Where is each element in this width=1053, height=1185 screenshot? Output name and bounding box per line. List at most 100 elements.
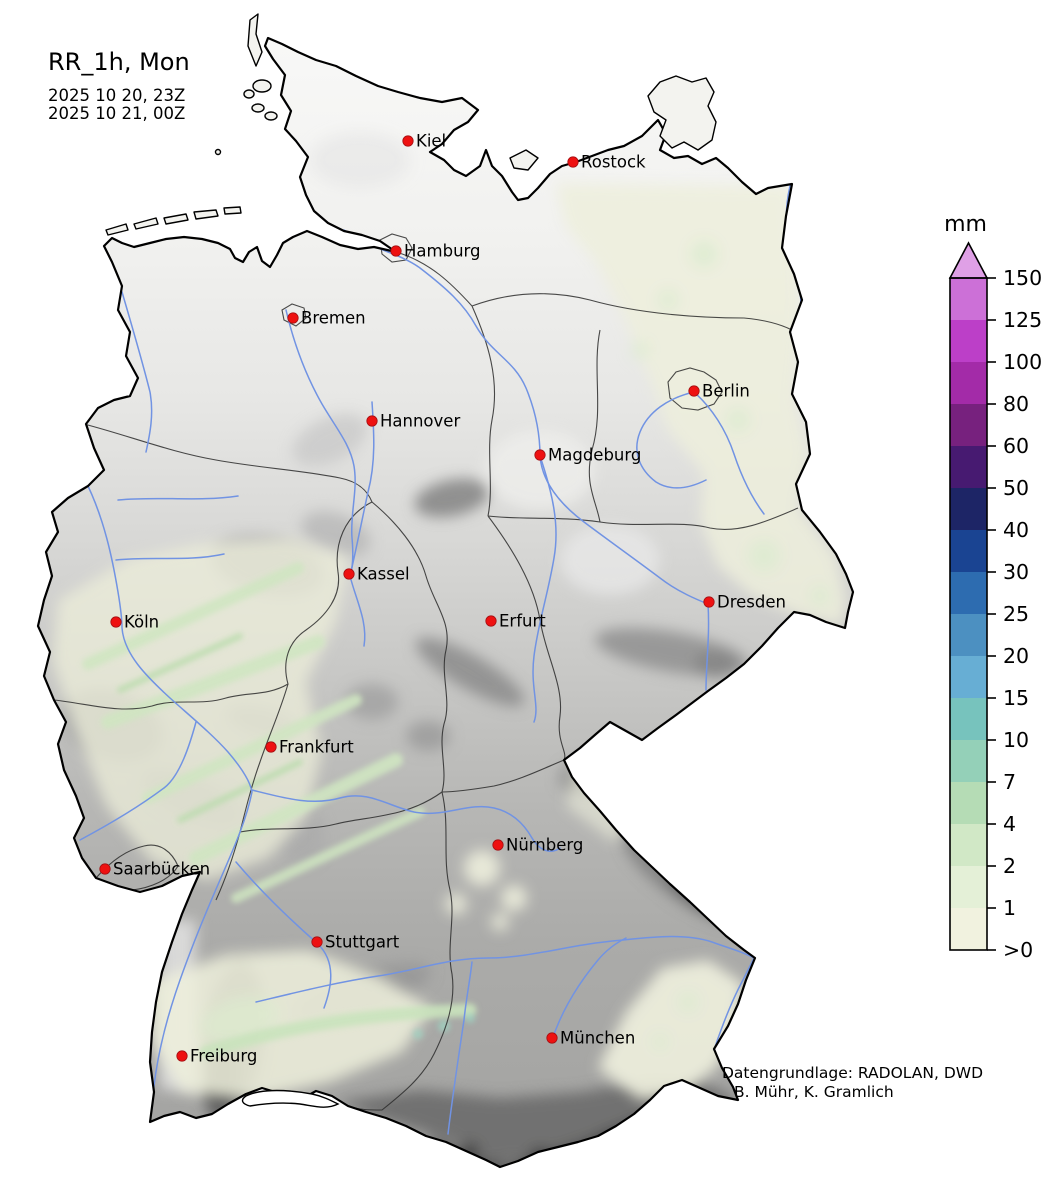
city-dot-Kassel [343,568,355,580]
city-dot-Stuttgart [311,936,323,948]
river-saale [532,455,557,723]
colorbar-segment [950,656,987,698]
city-dot-Freiburg [176,1050,188,1062]
colorbar-segment [950,572,987,614]
colorbar-segment [950,530,987,572]
colorbar-segment [950,278,987,320]
river-lech [447,961,473,1135]
river-lippe [117,495,239,501]
river-danube [255,935,755,1003]
city-label: Stuttgart [325,933,400,952]
colorbar-segment [950,614,987,656]
precipitation-layer [52,184,846,1100]
colorbar-tick-label: 40 [1003,518,1029,542]
city-label: Erfurt [499,612,546,631]
river-ems [121,291,153,453]
colorbar-segment [950,782,987,824]
colorbar-segment [950,698,987,740]
city-label: München [560,1029,635,1048]
city-dot-Dresden [703,596,715,608]
colorbar: >0 1 2 4 7 10 15 20 25 30 40 50 60 80 100 125 150 mm [944,212,1042,962]
river-leine [349,401,375,577]
city-label: Freiburg [190,1047,257,1066]
river-spree [693,391,765,515]
river-mosel [79,721,197,841]
colorbar-tick-label: 10 [1003,728,1029,752]
city-dot-Saarbücken [99,863,111,875]
rivers-layer [79,185,802,1135]
river-fulda [349,575,366,647]
colorbar-segment [950,362,987,404]
valid-period: 2025 10 20, 23Z 2025 10 21, 00Z [48,87,190,123]
colorbar-segment [950,404,987,446]
city-label: Bremen [301,309,366,328]
colorbar-tick-label: 125 [1003,308,1042,332]
city-label: Hamburg [404,242,481,261]
city-label: Berlin [702,382,750,401]
island-east-frisian-3 [163,213,189,225]
colorbar-tick-label: 80 [1003,392,1029,416]
island-foehr [252,79,272,93]
period-end: 2025 10 21, 00Z [48,104,186,123]
colorbar-tick-label: 100 [1003,350,1042,374]
city-label: Saarbücken [113,860,210,879]
island-fehmarn [509,149,539,171]
city-label: Kassel [357,565,410,584]
island-amrum [243,89,255,99]
city-label: Kiel [416,132,446,151]
colorbar-unit-label: mm [944,212,987,237]
data-source-credit: Datengrundlage: RADOLAN, DWD [722,1064,984,1082]
city-dot-Erfurt [485,615,497,627]
colorbar-tick-label: 15 [1003,686,1029,710]
city-label: Nürnberg [506,836,583,855]
city-dot-Bremen [287,312,299,324]
island-east-frisian-2 [133,217,159,230]
colorbar-segment [950,866,987,908]
island-sylt [247,13,263,67]
title-block: RR_1h, Mon 2025 10 20, 23Z 2025 10 21, 0… [48,48,190,123]
island-nordstrand [264,111,278,121]
island-ruegen [647,75,717,151]
attribution: Datengrundlage: RADOLAN, DWD B. Mühr, K.… [722,1064,983,1102]
page-title: RR_1h, Mon [48,48,190,76]
colorbar-tick-label: 60 [1003,434,1029,458]
river-rhine [87,485,253,1121]
colorbar-segment [950,908,987,950]
state-borders [53,207,799,1111]
city-label: Magdeburg [548,446,641,465]
city-label: Hannover [380,412,460,431]
river-ruhr [115,553,225,561]
river-isar [551,937,627,1041]
colorbar-segment [950,740,987,782]
islands [105,13,717,236]
colorbar-tick-label: 1 [1003,896,1016,920]
island-pellworm [251,103,265,113]
city-label: Dresden [717,593,786,612]
author-credit: B. Mühr, K. Gramlich [734,1083,894,1101]
colorbar-tick-label: >0 [1003,938,1033,962]
island-east-frisian-5 [223,206,242,215]
city-dot-Hamburg [390,245,402,257]
colorbar-segment [950,824,987,866]
river-inn [713,957,755,1051]
colorbar-tick-label: 150 [1003,266,1042,290]
colorbar-segment [950,446,987,488]
lake-constance [241,1089,340,1108]
island-east-frisian-4 [193,209,219,220]
colorbar-tick-label: 25 [1003,602,1029,626]
city-dot-Rostock [567,156,579,168]
city-dot-Nürnberg [492,839,504,851]
city-dot-Kiel [402,135,414,147]
city-label: Frankfurt [279,738,354,757]
period-start: 2025 10 20, 23Z [48,86,186,105]
colorbar-segment [950,488,987,530]
city-dot-Hannover [366,415,378,427]
river-havel [636,391,707,489]
city-label: Rostock [581,153,646,172]
river-main [251,789,561,852]
river-weser [285,309,356,577]
colorbar-tick-label: 2 [1003,854,1016,878]
colorbar-tick-label: 30 [1003,560,1029,584]
city-markers-layer: Kiel Rostock Hamburg Bremen Berlin Hannover Ma… [99,132,786,1066]
